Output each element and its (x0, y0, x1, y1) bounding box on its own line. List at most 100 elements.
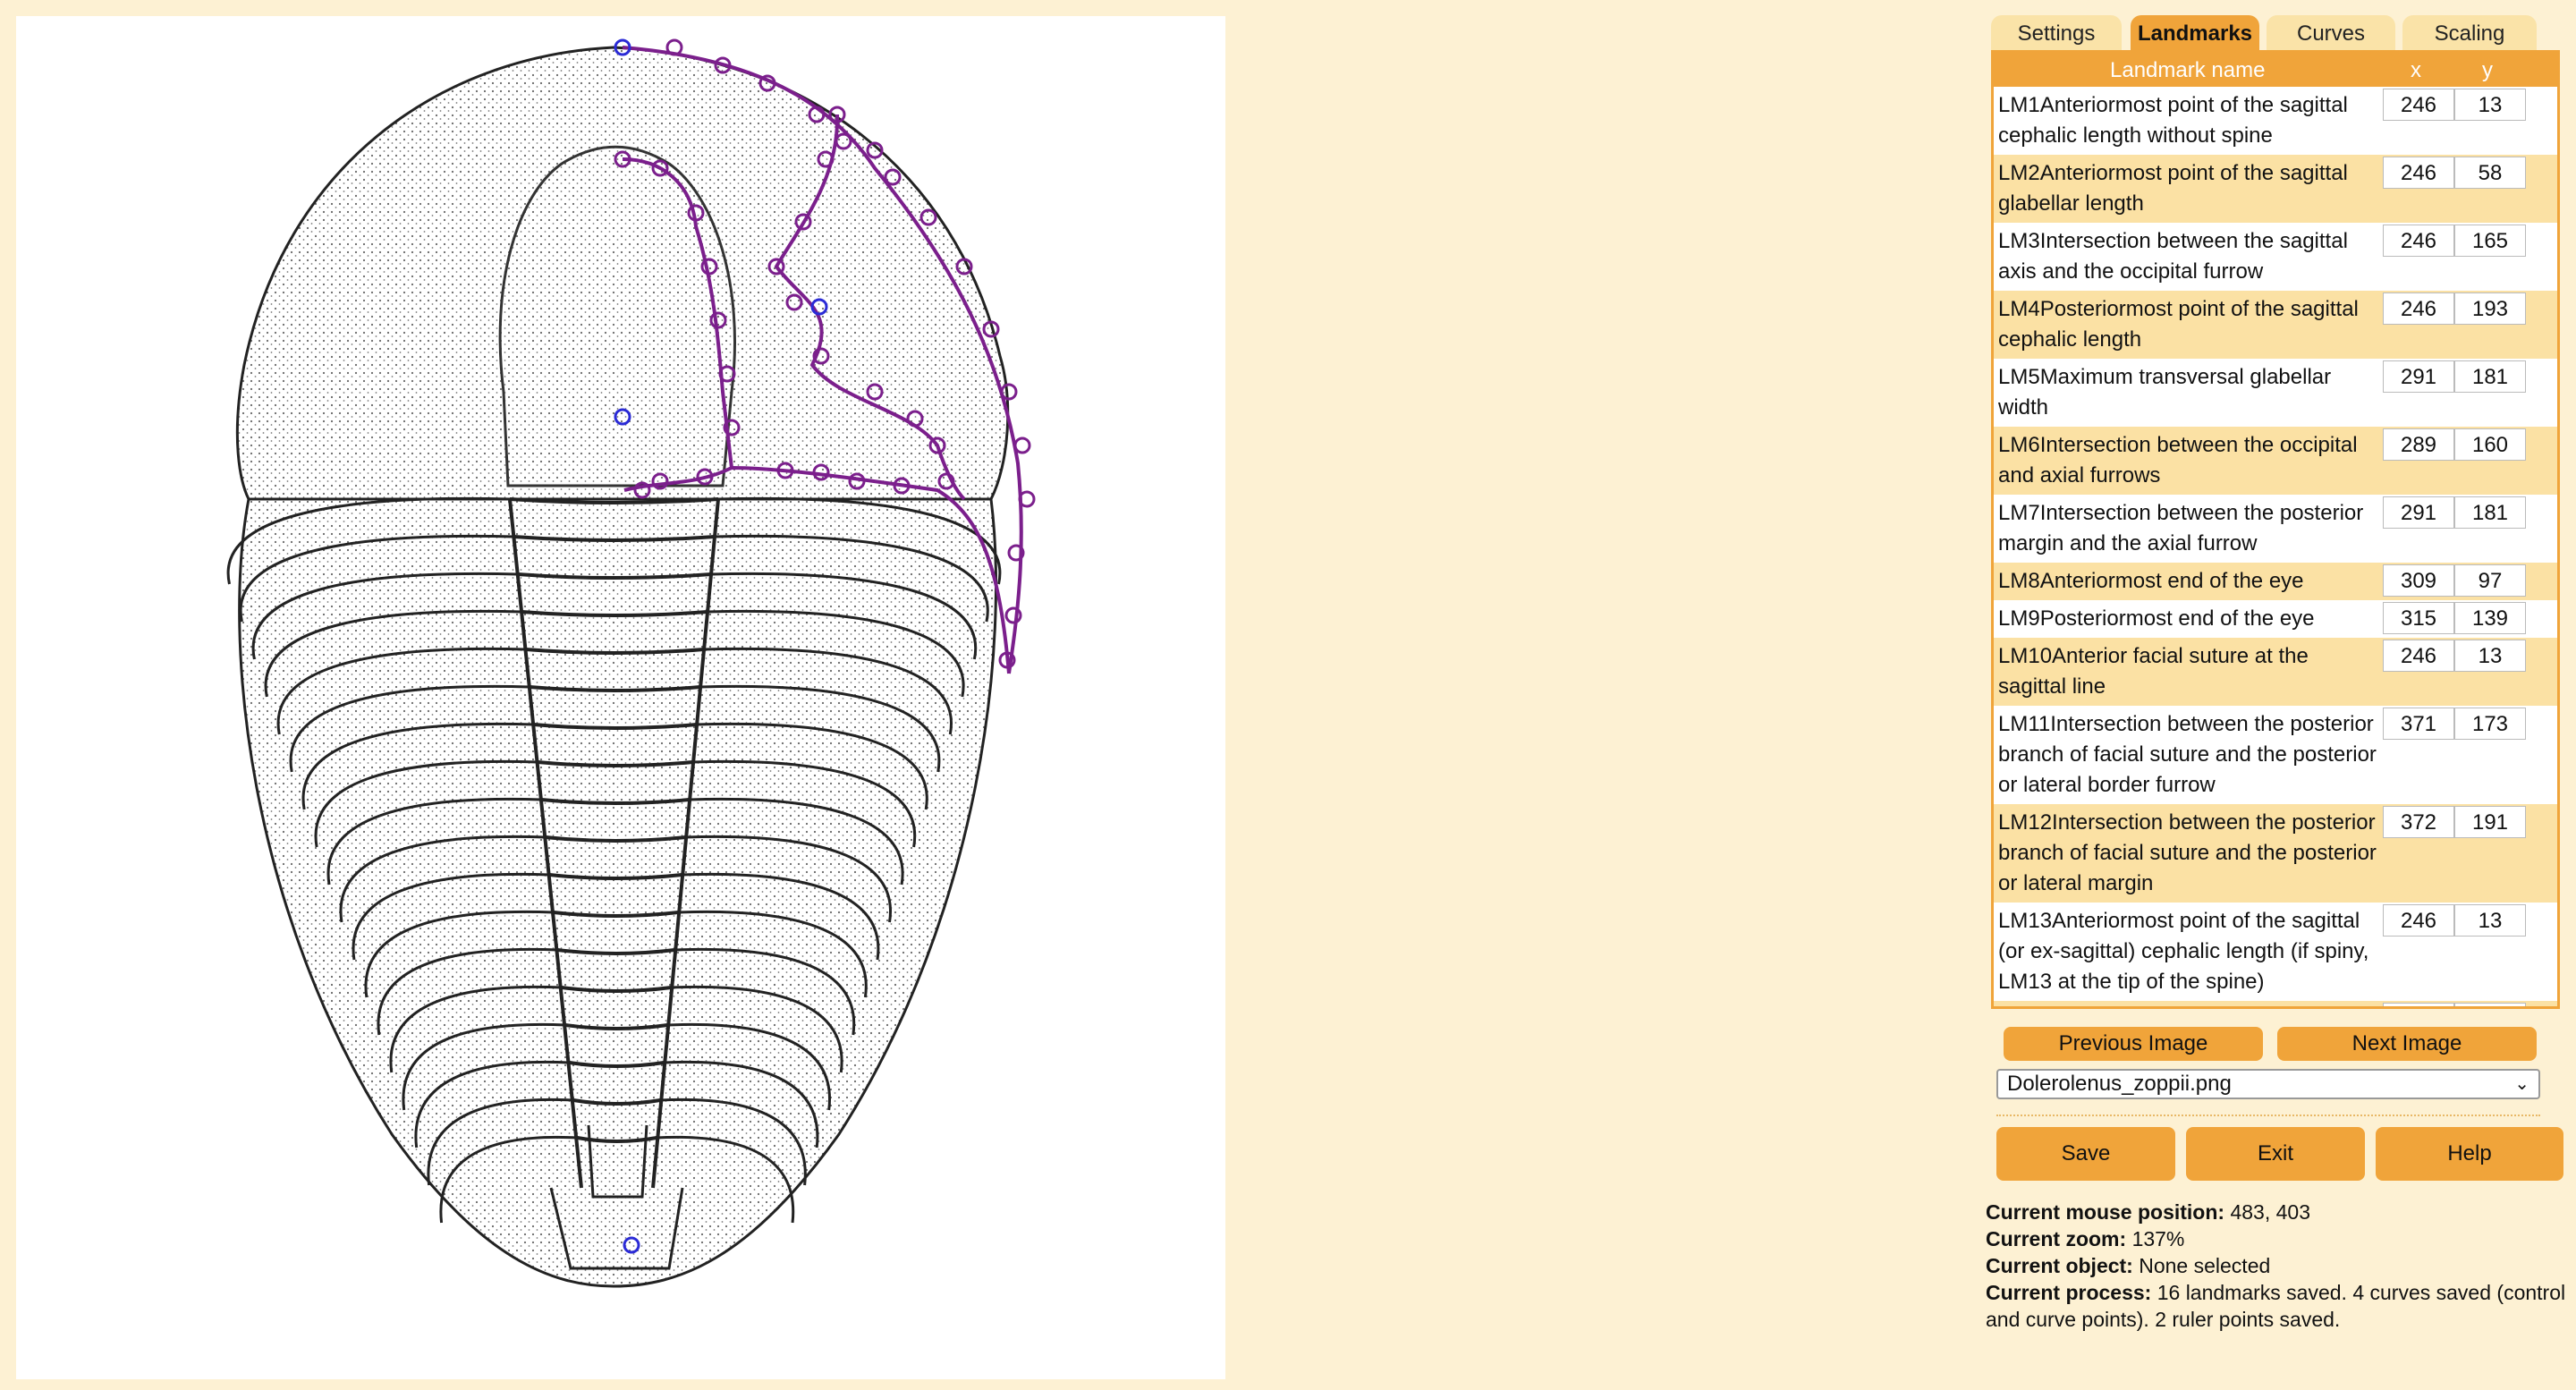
curve-point[interactable] (919, 208, 937, 226)
curve-point[interactable] (817, 150, 835, 168)
landmark-x-field[interactable]: 289 (2383, 428, 2454, 461)
curve-point[interactable] (955, 258, 973, 275)
landmark-x-field[interactable]: 246 (2383, 292, 2454, 325)
curve-point[interactable] (723, 419, 741, 436)
curve-points[interactable] (614, 38, 1036, 669)
table-row[interactable]: LM12Intersection between the posterior b… (1994, 804, 2557, 903)
curve-point[interactable] (812, 463, 830, 481)
landmark-x-field[interactable]: 246 (2383, 225, 2454, 257)
tab-settings[interactable]: Settings (1991, 15, 2122, 51)
table-row[interactable]: LM4Posteriormost point of the sagittal c… (1994, 291, 2557, 359)
curve-point[interactable] (812, 347, 830, 365)
curve-point[interactable] (866, 383, 884, 401)
table-row[interactable]: LM13Anteriormost point of the sagittal (… (1994, 903, 2557, 1001)
curve-point[interactable] (714, 56, 732, 74)
curve-point[interactable] (848, 472, 866, 490)
curve-point[interactable] (1000, 383, 1018, 401)
landmark-x-field[interactable]: 309 (2383, 564, 2454, 597)
landmark-x-field[interactable]: 291 (2383, 496, 2454, 529)
landmark-name: LM6Intersection between the occipital an… (1998, 433, 2358, 487)
curve-point[interactable] (928, 436, 946, 454)
thoracic-segments (509, 497, 719, 1143)
landmark-y-field[interactable]: 13 (2454, 89, 2526, 121)
curve-point[interactable] (614, 150, 631, 168)
curve-point[interactable] (1013, 436, 1031, 454)
table-row[interactable]: LM8Anteriormost end of the eye 309 97 (1994, 563, 2557, 600)
curve-point[interactable] (884, 168, 902, 186)
table-row[interactable]: LM3Intersection between the sagittal axi… (1994, 223, 2557, 291)
table-row[interactable]: LM2Anteriormost point of the sagittal gl… (1994, 155, 2557, 223)
help-button[interactable]: Help (2376, 1127, 2563, 1181)
status-panel: Current mouse position: 483, 403 Current… (1986, 1199, 2576, 1333)
table-row[interactable]: LM11Intersection between the posterior b… (1994, 706, 2557, 804)
curve-point[interactable] (998, 651, 1016, 669)
curve-point[interactable] (633, 481, 651, 499)
tab-curves[interactable]: Curves (2267, 15, 2395, 51)
curve-point[interactable] (1004, 606, 1022, 624)
curve-point[interactable] (1018, 490, 1036, 508)
curve-point[interactable] (937, 472, 955, 490)
landmark-y-field[interactable]: 160 (2454, 428, 2526, 461)
curve-point[interactable] (1007, 544, 1025, 562)
curve-point[interactable] (709, 311, 727, 329)
landmark-y-field[interactable]: 181 (2454, 360, 2526, 393)
curve-point[interactable] (785, 293, 803, 311)
landmark-x-field[interactable]: 291 (2383, 360, 2454, 393)
curve-point[interactable] (696, 468, 714, 486)
landmark-y-field[interactable]: 165 (2454, 225, 2526, 257)
table-row[interactable]: LM1Anteriormost point of the sagittal ce… (1994, 87, 2557, 155)
landmark-y-field[interactable]: 13 (2454, 640, 2526, 672)
landmark-x-field[interactable]: 371 (2383, 708, 2454, 740)
curve-point[interactable] (651, 472, 669, 490)
curve-point[interactable] (767, 258, 785, 275)
image-file-select[interactable]: Dolerolenus_zoppii.png ⌄ (1996, 1069, 2540, 1099)
landmark-x-field[interactable]: 246 (2383, 89, 2454, 121)
curve-point[interactable] (687, 204, 705, 222)
previous-image-button[interactable]: Previous Image (2004, 1027, 2263, 1061)
landmark-y-field[interactable]: 97 (2454, 564, 2526, 597)
curve-point[interactable] (794, 213, 812, 231)
curve-point[interactable] (982, 320, 1000, 338)
landmark-y-field[interactable]: 193 (2454, 292, 2526, 325)
landmark-x-field[interactable]: 246 (2383, 904, 2454, 937)
landmark-table[interactable]: Landmark name x y LM1Anteriormost point … (1991, 50, 2560, 1009)
landmark-y-field[interactable]: 181 (2454, 496, 2526, 529)
curve-point[interactable] (906, 410, 924, 428)
save-button[interactable]: Save (1996, 1127, 2175, 1181)
curve-point[interactable] (866, 141, 884, 159)
exit-button[interactable]: Exit (2186, 1127, 2365, 1181)
tab-scaling[interactable]: Scaling (2402, 15, 2537, 51)
landmark-y-field[interactable]: 139 (2454, 602, 2526, 634)
curve-point[interactable] (808, 106, 826, 123)
tab-landmarks[interactable]: Landmarks (2131, 15, 2259, 51)
landmark-x-field[interactable]: 372 (2383, 806, 2454, 838)
landmark-x-field[interactable]: 246 (2383, 640, 2454, 672)
curve-point[interactable] (828, 106, 846, 123)
landmark-y-field[interactable]: 58 (2454, 157, 2526, 189)
table-row[interactable]: LM6Intersection between the occipital an… (1994, 427, 2557, 495)
landmark-y-field[interactable]: 191 (2454, 806, 2526, 838)
curve-point[interactable] (893, 477, 911, 495)
next-image-button[interactable]: Next Image (2277, 1027, 2537, 1061)
curve-point[interactable] (700, 258, 718, 275)
curve-point[interactable] (718, 365, 736, 383)
table-row[interactable]: LM7Intersection between the posterior ma… (1994, 495, 2557, 563)
header-landmark-name: Landmark name (2110, 58, 2266, 82)
table-row[interactable]: LM5Maximum transversal glabellar width 29… (1994, 359, 2557, 427)
curve-point[interactable] (758, 74, 776, 92)
landmark-y-field[interactable]: 13 (2454, 904, 2526, 937)
landmark-y-field[interactable]: 120 (2454, 1003, 2526, 1006)
table-row[interactable]: LM9Posteriormost end of the eye 315 139 (1994, 600, 2557, 638)
table-row[interactable]: LM14Lateralmost external point of the 326… (1994, 1001, 2557, 1006)
curve-point[interactable] (776, 462, 794, 479)
curve-point[interactable] (651, 159, 669, 177)
curve-point[interactable] (835, 132, 852, 150)
landmark-x-field[interactable]: 326 (2383, 1003, 2454, 1006)
image-canvas[interactable] (16, 16, 1225, 1379)
curve-point[interactable] (665, 38, 683, 56)
landmark-y-field[interactable]: 173 (2454, 708, 2526, 740)
landmark-x-field[interactable]: 315 (2383, 602, 2454, 634)
table-row[interactable]: LM10Anterior facial suture at the sagitt… (1994, 638, 2557, 706)
landmark-x-field[interactable]: 246 (2383, 157, 2454, 189)
landmark-points[interactable] (614, 38, 828, 1254)
